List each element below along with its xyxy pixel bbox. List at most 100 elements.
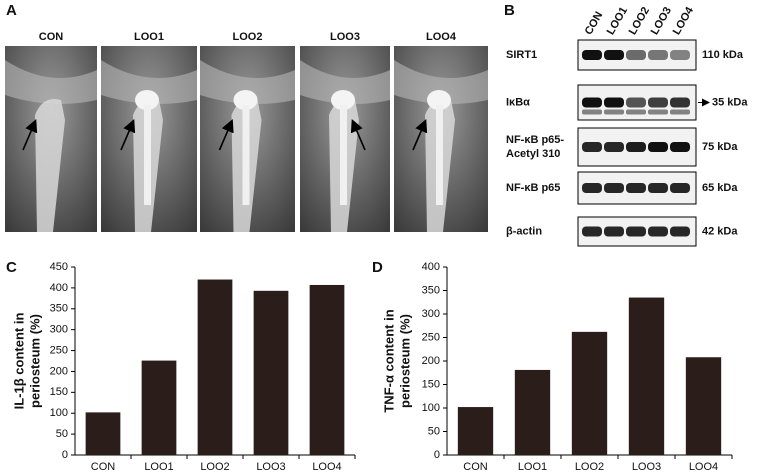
band — [648, 97, 668, 108]
y-tick-label: 350 — [50, 303, 68, 315]
panel-label: C — [6, 259, 17, 276]
y-axis-label: IL-1β content in — [11, 313, 26, 410]
lane-label: LOO1 — [605, 5, 630, 37]
arrow — [22, 119, 38, 151]
stem — [242, 105, 250, 205]
bar — [571, 331, 608, 455]
blot-row-label: NF-κB p65- — [506, 134, 564, 146]
band — [604, 226, 624, 237]
x-tick-label: LOO1 — [144, 461, 173, 473]
lane-label: CON — [583, 10, 606, 37]
y-tick-label: 300 — [50, 324, 68, 336]
band — [648, 226, 668, 237]
y-tick-label: 0 — [434, 449, 440, 461]
y-tick-label: 350 — [422, 284, 440, 296]
arrow — [218, 119, 234, 151]
size-label: 35 kDa — [712, 96, 748, 108]
xray-label: CON — [39, 31, 64, 43]
band — [670, 50, 690, 60]
y-tick-label: 100 — [422, 402, 440, 414]
bar — [457, 407, 494, 455]
band — [604, 142, 624, 152]
bar — [141, 360, 177, 455]
x-tick-label: CON — [91, 461, 116, 473]
blot-row-label: NF-κB p65 — [506, 182, 560, 194]
band — [648, 183, 668, 193]
lane-label: LOO3 — [649, 5, 674, 37]
y-tick-label: 400 — [422, 261, 440, 273]
band — [648, 50, 668, 60]
band — [670, 142, 690, 152]
band — [604, 109, 624, 115]
y-tick-label: 100 — [50, 407, 68, 419]
panel-label: A — [6, 2, 17, 19]
band — [582, 142, 602, 152]
xray-label: LOO4 — [426, 31, 457, 43]
lane-label: LOO4 — [671, 4, 697, 37]
bar — [628, 297, 665, 455]
band — [582, 97, 602, 108]
panel-label: B — [504, 2, 515, 19]
y-tick-label: 50 — [56, 428, 68, 440]
y-tick-label: 0 — [62, 449, 68, 461]
band — [626, 97, 646, 108]
band — [604, 97, 624, 108]
band — [626, 142, 646, 152]
pelvis — [300, 60, 390, 104]
prosthesis — [135, 90, 159, 110]
arrow — [412, 119, 428, 151]
band — [626, 109, 646, 115]
band — [582, 109, 602, 115]
band — [670, 226, 690, 237]
band — [626, 183, 646, 193]
xray-label: LOO3 — [330, 31, 360, 43]
x-tick-label: LOO1 — [518, 461, 547, 473]
arrow — [120, 119, 136, 151]
x-tick-label: LOO3 — [632, 461, 661, 473]
blot-row-label: IκBα — [506, 96, 530, 108]
pelvis — [5, 60, 97, 104]
x-tick-label: LOO3 — [256, 461, 285, 473]
size-label: 110 kDa — [702, 49, 744, 61]
prosthesis — [233, 90, 258, 110]
y-tick-label: 250 — [422, 331, 440, 343]
band — [648, 142, 668, 152]
band — [582, 50, 602, 60]
blot-row-label: SIRT1 — [506, 49, 537, 61]
blot-row-label: Acetyl 310 — [506, 148, 560, 160]
band — [604, 50, 624, 60]
size-label: 65 kDa — [702, 182, 738, 194]
femur — [35, 99, 65, 232]
lane-label: LOO2 — [627, 5, 652, 37]
x-tick-label: LOO4 — [312, 461, 341, 473]
band — [582, 183, 602, 193]
pelvis — [394, 60, 488, 104]
band — [626, 226, 646, 237]
band — [582, 226, 602, 237]
band — [670, 97, 690, 108]
blot-row-label: β-actin — [506, 225, 542, 237]
y-tick-label: 150 — [50, 386, 68, 398]
y-tick-label: 300 — [422, 308, 440, 320]
y-tick-label: 50 — [428, 425, 440, 437]
y-tick-label: 400 — [50, 282, 68, 294]
xray-label: LOO1 — [134, 31, 164, 43]
xray-label: LOO2 — [233, 31, 263, 43]
bar — [197, 279, 233, 455]
stem — [436, 105, 443, 205]
bar — [514, 369, 551, 455]
y-axis-label: TNF-α content in — [381, 309, 396, 412]
y-tick-label: 200 — [50, 365, 68, 377]
pelvis — [101, 60, 197, 104]
band — [626, 50, 646, 60]
prosthesis — [331, 90, 355, 110]
bar — [309, 284, 345, 455]
bar — [685, 357, 722, 455]
band — [604, 183, 624, 193]
size-label: 75 kDa — [702, 141, 738, 153]
y-axis-label: periosteum (%) — [27, 314, 42, 408]
band — [648, 109, 668, 115]
prosthesis — [427, 90, 451, 110]
x-tick-label: LOO2 — [575, 461, 604, 473]
